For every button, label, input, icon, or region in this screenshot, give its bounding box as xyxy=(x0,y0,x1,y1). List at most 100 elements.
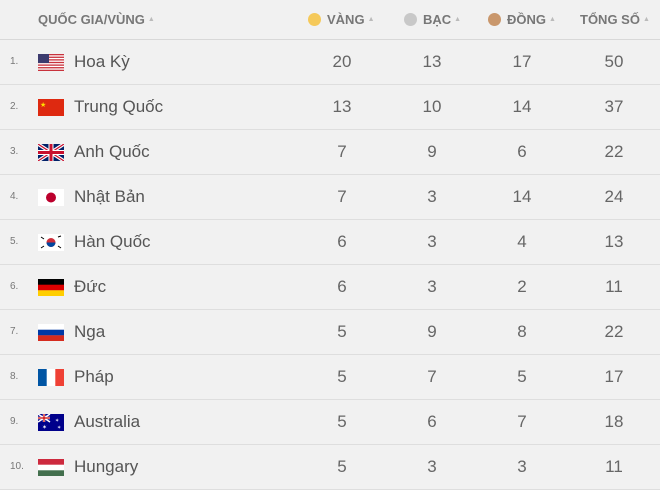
jp-flag-icon xyxy=(38,189,64,206)
table-row[interactable]: 7. Nga 5 9 8 22 xyxy=(0,310,660,355)
table-row[interactable]: 5. Hàn Quốc 6 3 4 13 xyxy=(0,220,660,265)
total-count: 22 xyxy=(604,322,624,341)
sort-total[interactable]: TỔNG SỐ ▲ xyxy=(580,12,650,27)
gold-count: 7 xyxy=(337,142,347,161)
silver-count: 9 xyxy=(427,322,437,341)
gold-medal-icon xyxy=(308,13,321,26)
table-row[interactable]: 6. Đức 6 3 2 11 xyxy=(0,265,660,310)
country-name[interactable]: Nhật Bản xyxy=(74,187,145,206)
gold-count: 6 xyxy=(337,277,347,296)
rank: 4. xyxy=(10,191,19,202)
table-row[interactable]: 10. Hungary 5 3 3 11 xyxy=(0,445,660,490)
total-count: 17 xyxy=(604,367,624,386)
total-count: 18 xyxy=(604,412,624,431)
rank: 5. xyxy=(10,236,19,247)
table-row[interactable]: 4. Nhật Bản 7 3 14 24 xyxy=(0,175,660,220)
total-header: TỔNG SỐ xyxy=(580,12,640,27)
cn-flag-icon: ★ xyxy=(38,99,64,116)
silver-count: 3 xyxy=(427,277,437,296)
table-row[interactable]: 1. Hoa Kỳ 20 13 17 50 xyxy=(0,40,660,85)
hu-flag-icon xyxy=(38,459,64,476)
total-count: 11 xyxy=(605,457,623,476)
country-name[interactable]: Hungary xyxy=(74,457,139,476)
bronze-header: ĐỒNG xyxy=(507,12,546,27)
au-flag-icon: ✶ ✶ ✶ xyxy=(38,414,64,431)
gold-header: VÀNG xyxy=(327,12,365,27)
us-flag-icon xyxy=(38,54,64,71)
total-count: 22 xyxy=(604,142,624,161)
country-name[interactable]: Australia xyxy=(74,412,141,431)
country-name[interactable]: Nga xyxy=(74,322,106,341)
rank: 1. xyxy=(10,56,19,67)
silver-count: 9 xyxy=(427,142,437,161)
bronze-count: 14 xyxy=(512,97,532,116)
rank: 8. xyxy=(10,371,19,382)
svg-text:✶: ✶ xyxy=(57,425,61,431)
country-name[interactable]: Anh Quốc xyxy=(74,142,150,161)
rank: 6. xyxy=(10,281,19,292)
silver-header: BẠC xyxy=(423,12,452,27)
ru-flag-icon xyxy=(38,324,64,341)
silver-count: 6 xyxy=(427,412,437,431)
sort-arrow-icon: ▲ xyxy=(454,16,462,23)
gold-count: 20 xyxy=(332,52,352,71)
de-flag-icon xyxy=(38,279,64,296)
gold-count: 7 xyxy=(337,187,347,206)
rank: 3. xyxy=(10,146,19,157)
country-header: QUỐC GIA/VÙNG xyxy=(38,12,145,27)
sort-arrow-icon: ▲ xyxy=(642,16,650,23)
country-name[interactable]: Đức xyxy=(74,277,107,296)
gold-count: 6 xyxy=(337,232,347,251)
table-row[interactable]: 3. Anh Quốc 7 9 6 22 xyxy=(0,130,660,175)
silver-count: 3 xyxy=(427,232,437,251)
gold-count: 13 xyxy=(332,97,352,116)
country-name[interactable]: Hoa Kỳ xyxy=(74,52,130,71)
total-count: 11 xyxy=(605,277,623,296)
silver-count: 7 xyxy=(427,367,437,386)
country-name[interactable]: Pháp xyxy=(74,367,114,386)
table-header: QUỐC GIA/VÙNG ▲ VÀNG ▲ BẠC ▲ ĐỒNG ▲ TỔNG SỐ ▲ xyxy=(0,0,660,40)
bronze-count: 5 xyxy=(517,367,527,386)
sort-arrow-icon: ▲ xyxy=(367,16,375,23)
total-count: 13 xyxy=(604,232,624,251)
rank: 2. xyxy=(10,101,19,112)
bronze-count: 14 xyxy=(512,187,532,206)
rank: 10. xyxy=(10,461,24,472)
sort-country[interactable]: QUỐC GIA/VÙNG ▲ xyxy=(38,12,155,27)
table-row[interactable]: 9. ✶ ✶ ✶ Australia 5 6 7 18 xyxy=(0,400,660,445)
kr-flag-icon xyxy=(38,234,64,251)
rank: 9. xyxy=(10,416,19,427)
sort-bronze[interactable]: ĐỒNG ▲ xyxy=(488,12,556,27)
sort-arrow-icon: ▲ xyxy=(147,16,155,23)
total-count: 37 xyxy=(604,97,624,116)
gold-count: 5 xyxy=(337,367,347,386)
total-count: 50 xyxy=(604,52,624,71)
silver-count: 13 xyxy=(422,52,442,71)
svg-text:✶: ✶ xyxy=(55,418,59,424)
gold-count: 5 xyxy=(337,322,347,341)
silver-count: 3 xyxy=(427,457,437,476)
bronze-count: 6 xyxy=(517,142,527,161)
silver-count: 3 xyxy=(427,187,437,206)
gold-count: 5 xyxy=(337,412,347,431)
gold-count: 5 xyxy=(337,457,347,476)
bronze-count: 17 xyxy=(512,52,532,71)
rank: 7. xyxy=(10,326,19,337)
bronze-count: 8 xyxy=(517,322,527,341)
svg-text:★: ★ xyxy=(40,101,46,109)
sort-gold[interactable]: VÀNG ▲ xyxy=(308,12,375,27)
sort-arrow-icon: ▲ xyxy=(549,16,556,23)
fr-flag-icon xyxy=(38,369,64,386)
bronze-count: 3 xyxy=(517,457,527,476)
bronze-count: 7 xyxy=(517,412,527,431)
bronze-medal-icon xyxy=(488,13,501,26)
gb-flag-icon xyxy=(38,144,64,161)
sort-silver[interactable]: BẠC ▲ xyxy=(404,12,461,27)
silver-medal-icon xyxy=(404,13,417,26)
country-name[interactable]: Trung Quốc xyxy=(74,97,164,116)
country-name[interactable]: Hàn Quốc xyxy=(74,232,151,251)
table-row[interactable]: 8. Pháp 5 7 5 17 xyxy=(0,355,660,400)
svg-text:✶: ✶ xyxy=(42,424,47,431)
total-count: 24 xyxy=(604,187,624,206)
table-row[interactable]: 2. ★ Trung Quốc 13 10 14 37 xyxy=(0,85,660,130)
